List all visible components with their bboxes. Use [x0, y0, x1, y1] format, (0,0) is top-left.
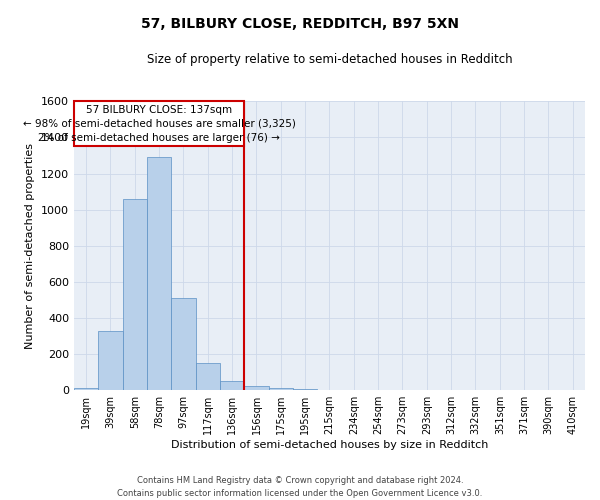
Bar	[74, 388, 98, 390]
Bar	[269, 388, 293, 390]
Text: 57, BILBURY CLOSE, REDDITCH, B97 5XN: 57, BILBURY CLOSE, REDDITCH, B97 5XN	[141, 18, 459, 32]
Bar	[122, 199, 147, 390]
Bar	[196, 363, 220, 390]
Bar	[147, 158, 171, 390]
Bar	[244, 386, 269, 390]
X-axis label: Distribution of semi-detached houses by size in Redditch: Distribution of semi-detached houses by …	[171, 440, 488, 450]
FancyBboxPatch shape	[74, 102, 244, 146]
Title: Size of property relative to semi-detached houses in Redditch: Size of property relative to semi-detach…	[146, 52, 512, 66]
Text: Contains HM Land Registry data © Crown copyright and database right 2024.
Contai: Contains HM Land Registry data © Crown c…	[118, 476, 482, 498]
Bar	[98, 330, 122, 390]
Y-axis label: Number of semi-detached properties: Number of semi-detached properties	[25, 143, 35, 349]
Bar	[220, 381, 244, 390]
Text: 57 BILBURY CLOSE: 137sqm
← 98% of semi-detached houses are smaller (3,325)
2% of: 57 BILBURY CLOSE: 137sqm ← 98% of semi-d…	[23, 105, 296, 143]
Bar	[171, 298, 196, 390]
